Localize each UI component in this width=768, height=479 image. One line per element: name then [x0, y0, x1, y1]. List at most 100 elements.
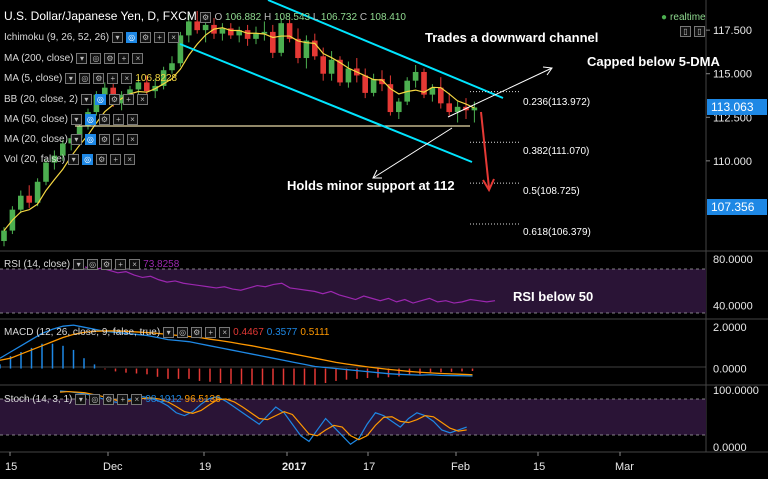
- rsi-tick-label-0: 80.0000: [713, 254, 753, 266]
- dropdown-icon[interactable]: ▾: [112, 32, 124, 43]
- gear-icon[interactable]: ⚙: [140, 32, 152, 43]
- eye-icon[interactable]: ◎: [82, 154, 94, 165]
- bearish-arrow: [480, 111, 490, 189]
- remove-icon[interactable]: ×: [132, 53, 144, 64]
- x-tick-label-2: 19: [199, 461, 211, 473]
- candle-body: [219, 28, 226, 34]
- eye-icon[interactable]: ◎: [90, 53, 102, 64]
- gear-icon[interactable]: ⚙: [191, 327, 203, 338]
- close-value: 108.410: [369, 12, 406, 23]
- plus-icon[interactable]: +: [117, 394, 129, 405]
- candles-group: [1, 10, 478, 247]
- remove-icon[interactable]: ×: [219, 327, 231, 338]
- eye-icon[interactable]: ◎: [84, 134, 96, 145]
- plus-icon[interactable]: +: [112, 134, 124, 145]
- low-value: 106.732: [320, 12, 358, 23]
- dropdown-icon[interactable]: ▾: [75, 394, 87, 405]
- channel-upper-line: [267, 0, 504, 99]
- legend-ma200[interactable]: MA (200, close) ▾ ◎ ⚙ + ×: [4, 53, 144, 64]
- gear-icon[interactable]: ⚙: [98, 134, 110, 145]
- legend-vol[interactable]: Vol (20, false) ▾ ◎ ⚙ + ×: [4, 154, 136, 165]
- annotation-capped-line1: Capped below 5-DMA: [587, 54, 721, 69]
- dropdown-icon[interactable]: ▾: [68, 154, 80, 165]
- plus-icon[interactable]: +: [205, 327, 217, 338]
- capped-arrow: [447, 67, 553, 118]
- candle-body: [438, 87, 444, 104]
- remove-icon[interactable]: ×: [131, 394, 143, 405]
- stoch-band: [0, 399, 706, 435]
- candle-body: [261, 31, 268, 34]
- remove-icon[interactable]: ×: [124, 154, 136, 165]
- legend-ma5[interactable]: MA (5, close) ▾ ◎ ⚙ + × 106.8228: [4, 73, 177, 84]
- gear-icon[interactable]: ⚙: [104, 53, 116, 64]
- legend-ma50[interactable]: MA (50, close) ▾ ◎ ⚙ + ×: [4, 114, 138, 125]
- support-arrow: [372, 127, 453, 179]
- dropdown-icon[interactable]: ▾: [80, 94, 92, 105]
- legend-bb[interactable]: BB (20, close, 2) ▾ ◎ ⚙ + ×: [4, 94, 148, 105]
- plus-icon[interactable]: +: [107, 73, 119, 84]
- dropdown-icon[interactable]: ▾: [65, 73, 77, 84]
- dropdown-icon[interactable]: ▾: [163, 327, 175, 338]
- gear-icon[interactable]: ⚙: [93, 73, 105, 84]
- plus-icon[interactable]: +: [112, 114, 124, 125]
- eye-icon[interactable]: ◎: [87, 259, 99, 270]
- legend-ma20[interactable]: MA (20, close) ▾ ◎ ⚙ + ×: [4, 134, 138, 145]
- eye-icon[interactable]: ◎: [84, 114, 96, 125]
- gear-icon[interactable]: ⚙: [98, 114, 110, 125]
- gear-icon[interactable]: ⚙: [101, 259, 113, 270]
- eye-icon[interactable]: ◎: [177, 327, 189, 338]
- legend-macd-v2: 0.3577: [266, 327, 298, 338]
- settings-icon[interactable]: ⚙: [200, 12, 212, 23]
- remove-icon[interactable]: ×: [129, 259, 141, 270]
- candle-body: [43, 162, 49, 182]
- candle-body: [471, 107, 478, 111]
- legend-rsi[interactable]: RSI (14, close) ▾ ◎ ⚙ + × 73.8258: [4, 259, 179, 270]
- gear-icon[interactable]: ⚙: [103, 394, 115, 405]
- legend-rsi-value: 73.8258: [143, 259, 180, 270]
- gear-icon[interactable]: ⚙: [108, 94, 120, 105]
- legend-stoch-v2: 96.5136: [184, 394, 221, 405]
- candle-body: [370, 78, 377, 93]
- eye-icon[interactable]: ◎: [94, 94, 106, 105]
- remove-icon[interactable]: ×: [136, 94, 148, 105]
- eye-icon[interactable]: ◎: [79, 73, 91, 84]
- legend-macd[interactable]: MACD (12, 26, close, 9, false, true) ▾ ◎ ⚙ +…: [4, 327, 329, 338]
- realtime-dot-icon: ●: [661, 12, 668, 23]
- remove-icon[interactable]: ×: [126, 114, 138, 125]
- candle-body: [295, 38, 301, 59]
- remove-icon[interactable]: ×: [126, 134, 138, 145]
- remove-icon[interactable]: ×: [168, 32, 180, 43]
- plus-icon[interactable]: +: [110, 154, 122, 165]
- price-badge-low: [707, 199, 767, 215]
- chart-header: U.S. Dollar/Japanese Yen, D, FXCM ⚙ O 10…: [4, 9, 406, 23]
- candle-body: [286, 23, 293, 39]
- y-axis-main: 117.500 115.000 112.500 110.000: [706, 25, 752, 168]
- eye-icon[interactable]: ◎: [126, 32, 138, 43]
- macd-histogram: [0, 343, 474, 386]
- plus-icon[interactable]: +: [154, 32, 166, 43]
- legend-ma5-value: 106.8228: [135, 73, 178, 84]
- fib-label-3: 0.618(106.379): [523, 227, 591, 238]
- collapse-icon[interactable]: ▯: [680, 26, 691, 37]
- dropdown-icon[interactable]: ▾: [73, 259, 85, 270]
- rsi-series-line: [84, 266, 496, 304]
- gear-icon[interactable]: ⚙: [96, 154, 108, 165]
- legend-ma200-label: MA (200, close): [4, 53, 74, 64]
- candle-body: [320, 56, 326, 74]
- remove-icon[interactable]: ×: [121, 73, 133, 84]
- close-icon[interactable]: ▯: [694, 26, 705, 37]
- plus-icon[interactable]: +: [118, 53, 130, 64]
- dropdown-icon[interactable]: ▾: [70, 134, 82, 145]
- plus-icon[interactable]: +: [115, 259, 127, 270]
- eye-icon[interactable]: ◎: [89, 394, 101, 405]
- candle-body: [278, 23, 284, 53]
- plus-icon[interactable]: +: [122, 94, 134, 105]
- legend-ichimoku[interactable]: Ichimoku (9, 26, 52, 26) ▾ ◎ ⚙ + ×: [4, 32, 180, 43]
- macd-tick-label-0: 2.0000: [713, 322, 747, 334]
- legend-stoch[interactable]: Stoch (14, 3, 1) ▾ ◎ ⚙ + × 98.1912 96.5136: [4, 394, 221, 405]
- dropdown-icon[interactable]: ▾: [70, 114, 82, 125]
- y-tick-label-0: 117.500: [713, 25, 752, 37]
- dropdown-icon[interactable]: ▾: [76, 53, 88, 64]
- legend-macd-v1: 0.4467: [233, 327, 264, 338]
